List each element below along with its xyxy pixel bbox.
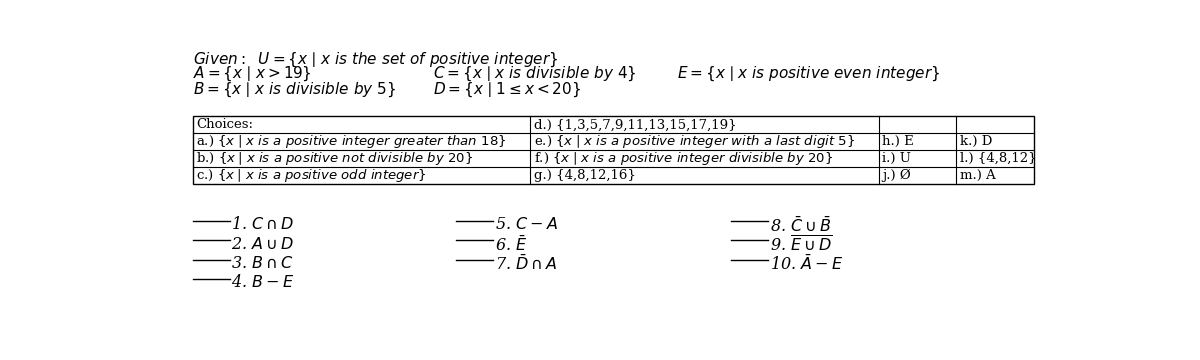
Text: i.) U: i.) U (882, 152, 911, 165)
Text: m.) A: m.) A (960, 169, 996, 182)
Text: 10. $\bar{A} - E$: 10. $\bar{A} - E$ (770, 255, 844, 274)
Bar (193, 116, 1033, 184)
Text: f.) $\{x \mid x\ \mathit{is\ a\ positive\ integer\ divisible\ by\ 20}\}$: f.) $\{x \mid x\ \mathit{is\ a\ positive… (534, 150, 833, 167)
Text: 2. $A \cup D$: 2. $A \cup D$ (232, 236, 294, 253)
Text: h.) E: h.) E (882, 135, 914, 148)
Text: l.) {4,8,12}: l.) {4,8,12} (960, 152, 1037, 165)
Text: 6. $\bar{E}$: 6. $\bar{E}$ (494, 236, 527, 255)
Text: g.) {4,8,12,16}: g.) {4,8,12,16} (534, 169, 636, 182)
Text: e.) $\{x \mid x\ \mathit{is\ a\ positive\ integer\ with\ a\ last\ digit\ 5}\}$: e.) $\{x \mid x\ \mathit{is\ a\ positive… (534, 133, 854, 150)
Text: k.) D: k.) D (960, 135, 992, 148)
Text: 7. $\bar{D} \cap A$: 7. $\bar{D} \cap A$ (494, 255, 557, 274)
Text: c.) $\{x \mid x\ \mathit{is\ a\ positive\ odd\ integer}\}$: c.) $\{x \mid x\ \mathit{is\ a\ positive… (197, 167, 427, 184)
Text: $C = \{x \mid x\ \mathit{is\ divisible\ by\ 4}\}$: $C = \{x \mid x\ \mathit{is\ divisible\ … (433, 65, 636, 83)
Text: 4. $B - E$: 4. $B - E$ (232, 274, 294, 291)
Text: b.) $\{x \mid x\ \mathit{is\ a\ positive\ not\ divisible\ by\ 20}\}$: b.) $\{x \mid x\ \mathit{is\ a\ positive… (197, 150, 474, 167)
Text: d.) {1,3,5,7,9,11,13,15,17,19}: d.) {1,3,5,7,9,11,13,15,17,19} (534, 118, 737, 131)
Text: $A = \{x \mid x > 19\}$: $A = \{x \mid x > 19\}$ (193, 65, 311, 83)
Text: 8. $\bar{C} \cup \bar{B}$: 8. $\bar{C} \cup \bar{B}$ (770, 216, 832, 236)
Text: 3. $B \cap C$: 3. $B \cap C$ (232, 255, 294, 272)
Text: $D = \{x \mid 1 \leq x < 20\}$: $D = \{x \mid 1 \leq x < 20\}$ (433, 80, 581, 99)
Text: $E = \{x \mid x\ \mathit{is\ positive\ even\ integer}\}$: $E = \{x \mid x\ \mathit{is\ positive\ e… (677, 65, 941, 83)
Text: j.) Ø: j.) Ø (882, 169, 911, 182)
Text: $\mathit{Given:}$  $U = \{x \mid x\ \mathit{is\ the\ set\ of\ positive\ integer}: $\mathit{Given:}$ $U = \{x \mid x\ \math… (193, 51, 558, 69)
Text: $B = \{x \mid x\ \mathit{is\ divisible\ by\ 5}\}$: $B = \{x \mid x\ \mathit{is\ divisible\ … (193, 80, 396, 99)
Text: a.) $\{x \mid x\ \mathit{is\ a\ positive\ integer\ greater\ than\ 18}\}$: a.) $\{x \mid x\ \mathit{is\ a\ positive… (197, 133, 506, 150)
Text: 9. $\overline{E \cup D}$: 9. $\overline{E \cup D}$ (770, 236, 833, 256)
Text: 5. $C - A$: 5. $C - A$ (494, 216, 558, 233)
Text: 1. $C \cap D$: 1. $C \cap D$ (232, 216, 294, 233)
Text: Choices:: Choices: (197, 118, 253, 131)
